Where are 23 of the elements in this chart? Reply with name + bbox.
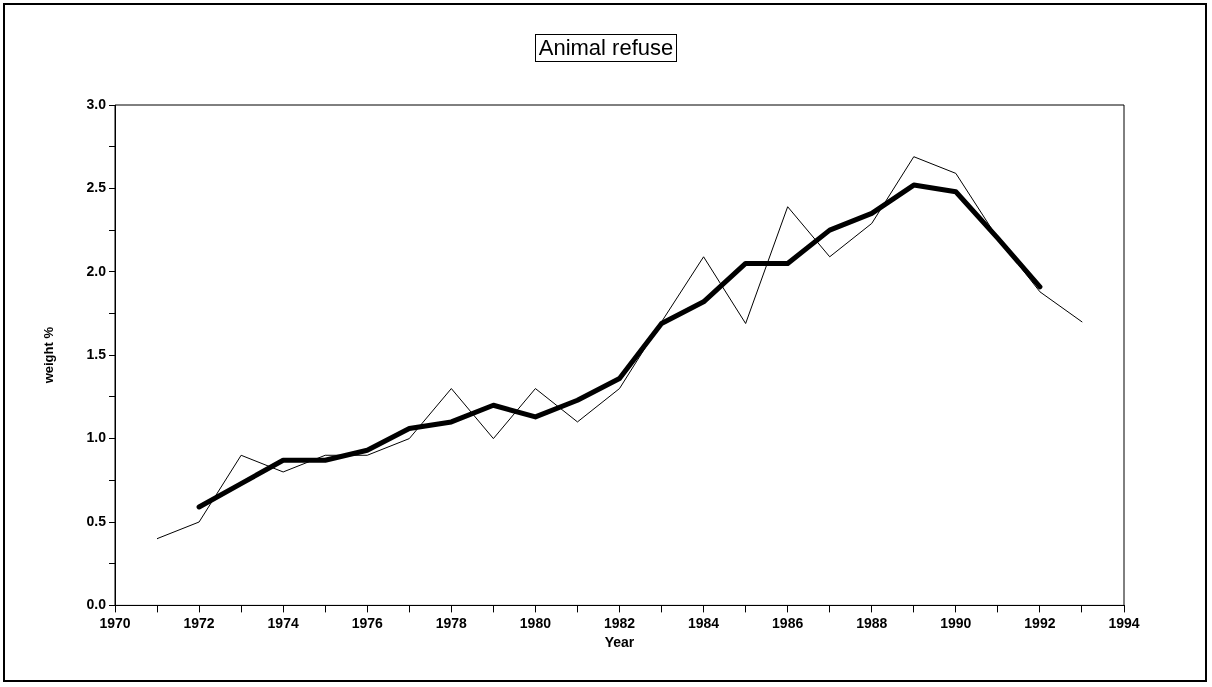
x-tick-label: 1984 bbox=[688, 614, 720, 631]
y-tick-label: 0.0 bbox=[86, 596, 107, 613]
x-axis-title: Year bbox=[604, 634, 635, 651]
y-tick-label: 1.0 bbox=[86, 429, 107, 446]
x-tick-label: 1986 bbox=[772, 614, 804, 631]
x-tick-label: 1980 bbox=[519, 614, 552, 631]
x-tick-label: 1978 bbox=[435, 614, 468, 631]
y-tick-label: 1.5 bbox=[86, 346, 107, 363]
y-tick-label: 2.5 bbox=[86, 179, 107, 196]
y-tick-label: 0.5 bbox=[86, 512, 107, 529]
x-tick-label: 1972 bbox=[183, 614, 215, 631]
x-tick-label: 1994 bbox=[1108, 614, 1140, 631]
y-axis-title: weight % bbox=[41, 326, 57, 385]
x-tick-label: 1990 bbox=[940, 614, 972, 631]
x-tick-label: 1988 bbox=[856, 614, 888, 631]
x-tick-label: 1982 bbox=[603, 614, 636, 631]
x-tick-label: 1974 bbox=[267, 614, 299, 631]
x-tick-label: 1970 bbox=[99, 614, 131, 631]
y-tick-label: 3.0 bbox=[86, 95, 107, 112]
chart-title: Animal refuse bbox=[534, 34, 678, 62]
x-tick-label: 1976 bbox=[351, 614, 384, 631]
y-tick-label: 2.0 bbox=[86, 262, 107, 279]
x-tick-label: 1992 bbox=[1024, 614, 1056, 631]
